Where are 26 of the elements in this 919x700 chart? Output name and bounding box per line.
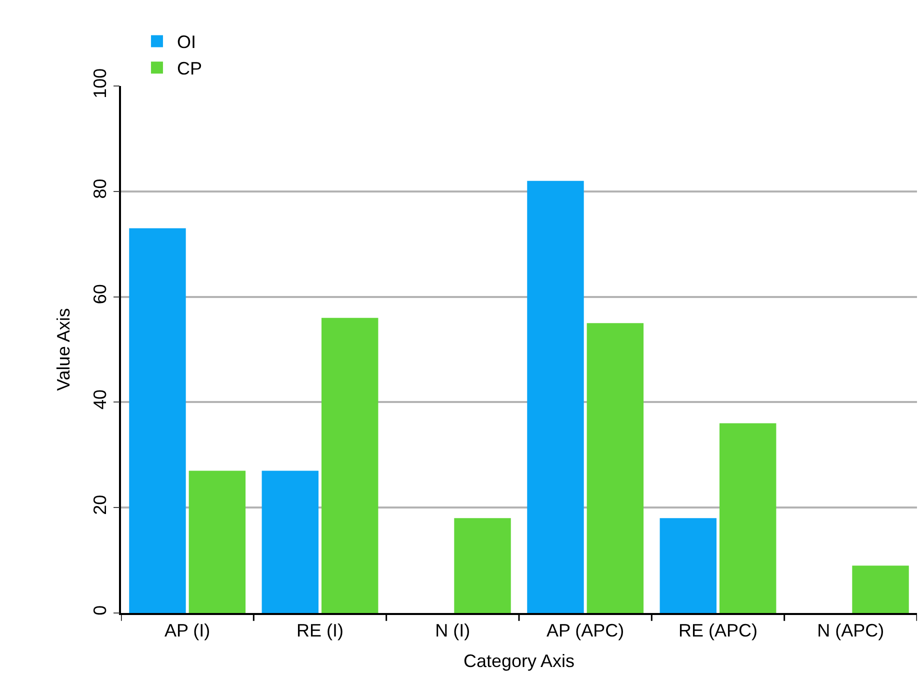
- y-tick-label: 20: [90, 494, 110, 515]
- bar: [188, 470, 246, 613]
- x-axis-title: Category Axis: [463, 650, 575, 671]
- bar: [586, 323, 644, 613]
- bar: [454, 518, 511, 613]
- x-tick-label: N (APC): [817, 620, 884, 640]
- x-tick-label: AP (I): [164, 620, 210, 640]
- legend-label: CP: [176, 58, 202, 79]
- bar: [129, 228, 186, 613]
- x-tick-label: N (I): [435, 620, 470, 640]
- y-tick-label: 100: [90, 68, 110, 98]
- y-axis-title: Value Axis: [54, 308, 74, 391]
- y-tick-label: 60: [90, 284, 110, 304]
- bar: [527, 180, 584, 613]
- y-tick-label: 80: [90, 178, 110, 199]
- bar: [660, 518, 717, 613]
- y-tick-label: 40: [90, 389, 110, 410]
- x-tick-label: AP (APC): [546, 620, 624, 640]
- bar: [262, 470, 319, 613]
- x-tick-label: RE (I): [296, 620, 344, 640]
- bar: [321, 318, 378, 613]
- y-tick-label: 0: [90, 605, 110, 616]
- legend-label: OI: [176, 32, 196, 52]
- bar: [852, 566, 909, 613]
- bar: [719, 423, 776, 613]
- x-tick-label: RE (APC): [678, 620, 758, 640]
